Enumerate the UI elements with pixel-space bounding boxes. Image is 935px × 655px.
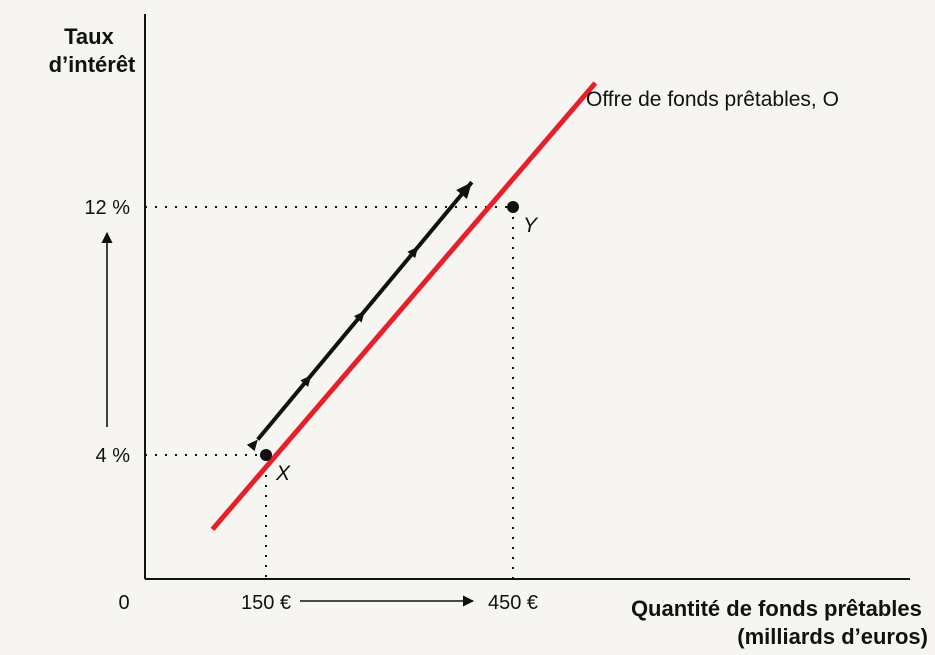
movement-arrow-head <box>353 310 365 323</box>
point-y <box>507 201 519 213</box>
movement-arrow-head <box>407 246 419 259</box>
supply-line-label: Offre de fonds prêtables, O <box>586 88 839 111</box>
movement-arrow <box>246 180 474 452</box>
x-tick-label-low: 150 € <box>241 592 291 614</box>
point-y-label: Y <box>523 214 539 237</box>
y-axis-title: Taux d’intérêt <box>49 24 136 77</box>
x-tick-label-high: 450 € <box>488 592 538 614</box>
x-axis-title-line-1: Quantité de fonds prêtables <box>631 596 922 621</box>
x-axis-title: Quantité de fonds prêtables (milliards d… <box>631 596 928 649</box>
y-axis-title-line-1: Taux <box>64 24 114 49</box>
y-tick-label-high: 12 % <box>84 197 130 219</box>
x-axis-title-line-2: (milliards d’euros) <box>737 624 928 649</box>
point-x <box>260 449 272 461</box>
movement-arrow-head <box>246 439 258 452</box>
movement-arrow-shaft <box>256 180 474 441</box>
point-x-label: X <box>275 462 291 485</box>
origin-label: 0 <box>118 592 129 614</box>
supply-line <box>210 81 598 532</box>
movement-arrow-head <box>456 182 472 199</box>
y-tick-label-low: 4 % <box>96 445 131 467</box>
movement-arrow-heads <box>246 182 472 452</box>
y-axis-title-line-2: d’intérêt <box>49 52 136 77</box>
movement-arrow-head <box>300 375 312 387</box>
